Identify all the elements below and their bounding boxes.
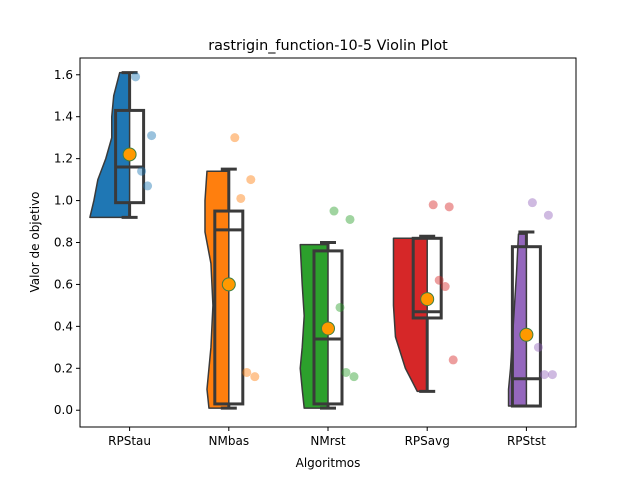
data-point-rpstau	[137, 166, 147, 176]
data-point-rpstst	[547, 370, 557, 380]
x-tick-label: RPStau	[108, 434, 151, 448]
boxplot-rpsavg	[411, 234, 443, 393]
x-axis: RPStau NMbas NMrst RPSavg RPStst	[108, 427, 546, 448]
data-point-rpstau	[131, 72, 141, 82]
data-point-nmrst	[345, 214, 355, 224]
data-point-nmbas	[230, 133, 240, 143]
y-tick-label: 0.6	[54, 277, 73, 291]
boxplot-nmbas	[213, 167, 245, 410]
y-tick-label: 0.2	[54, 361, 73, 375]
data-point-nmbas	[236, 193, 246, 203]
data-point-rpsavg	[448, 355, 458, 365]
y-axis-label: Valor de objetivo	[28, 191, 42, 292]
data-point-rpstau	[147, 131, 157, 141]
data-point-rpstst	[533, 342, 543, 352]
boxplot-nmrst	[312, 241, 344, 410]
data-point-rpsavg	[428, 200, 438, 210]
data-point-rpstst	[527, 198, 537, 208]
plot-area	[89, 71, 557, 410]
data-point-rpsavg	[440, 282, 450, 292]
x-tick-label: RPStst	[507, 434, 546, 448]
x-tick-label: NMbas	[209, 434, 250, 448]
mean-marker-rpstst	[519, 327, 534, 342]
y-tick-label: 0.4	[54, 319, 73, 333]
data-point-rpsavg	[434, 275, 444, 285]
data-point-rpsavg	[444, 202, 454, 212]
mean-marker-nmbas	[221, 277, 236, 292]
data-point-nmrst	[349, 372, 359, 382]
mean-marker-rpstau	[122, 147, 137, 162]
x-tick-label: RPSavg	[405, 434, 450, 448]
mean-marker-nmrst	[321, 321, 335, 336]
y-tick-label: 1.0	[54, 194, 73, 208]
y-tick-label: 1.4	[54, 110, 73, 124]
mean-marker-rpsavg	[420, 292, 435, 307]
data-point-nmrst	[329, 206, 339, 216]
data-point-rpstst	[539, 370, 549, 380]
boxplot-rpstau	[114, 71, 146, 219]
x-axis-label: Algoritmos	[296, 456, 361, 470]
data-point-rpstau	[143, 181, 153, 191]
y-tick-label: 1.6	[54, 68, 73, 82]
boxplot-rpstst	[510, 230, 542, 408]
data-point-nmrst	[335, 302, 345, 312]
y-axis: 0.0 0.2 0.4 0.6 0.8 1.0 1.2 1.4 1.6	[54, 68, 80, 417]
data-point-nmbas	[246, 175, 256, 185]
y-tick-label: 1.2	[54, 152, 73, 166]
chart-title: rastrigin_function-10-5 Violin Plot	[208, 38, 448, 54]
data-point-nmbas	[242, 367, 252, 377]
data-point-nmrst	[341, 367, 351, 377]
x-tick-label: NMrst	[310, 434, 346, 448]
y-tick-label: 0.0	[54, 403, 73, 417]
y-tick-label: 0.8	[54, 236, 73, 250]
data-point-rpstst	[543, 210, 553, 220]
data-point-nmbas	[250, 372, 260, 382]
